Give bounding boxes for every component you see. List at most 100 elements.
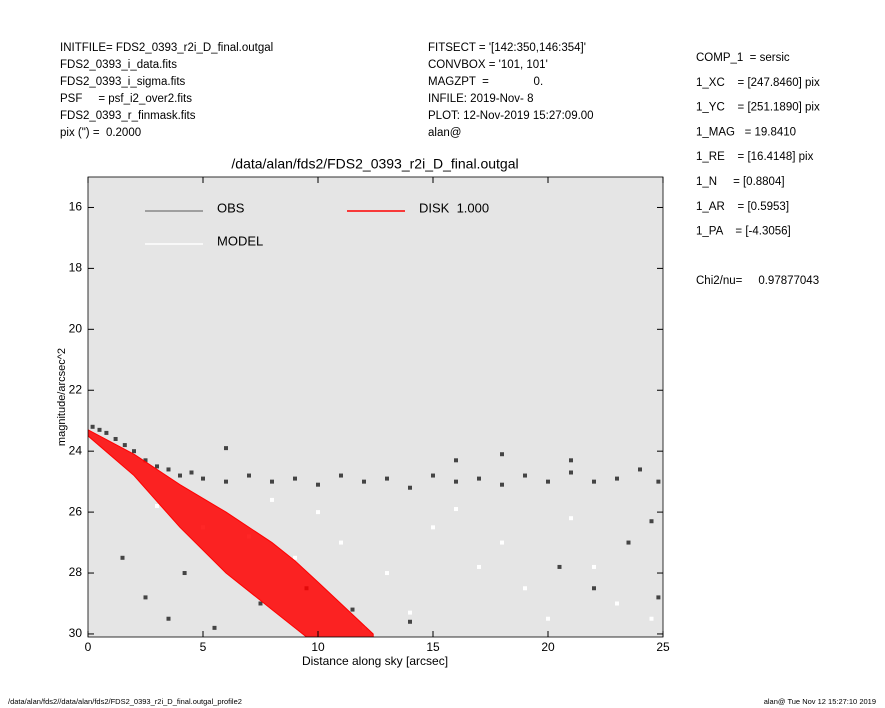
data-point (592, 564, 596, 569)
data-point (656, 595, 661, 600)
data-point (569, 516, 573, 521)
x-tick-label: 10 (311, 640, 325, 654)
plot-background (88, 177, 663, 637)
legend-label: MODEL (217, 233, 263, 248)
data-point (155, 464, 159, 469)
header-line: FDS2_0393_i_data.fits (60, 59, 177, 71)
header-line: MAGZPT = 0. (428, 76, 543, 88)
data-point (477, 564, 481, 569)
header-line: PLOT: 12-Nov-2019 15:27:09.00 (428, 110, 594, 122)
data-point (500, 482, 504, 487)
data-point (120, 555, 125, 560)
data-point (270, 479, 274, 484)
plot-frame (87, 176, 664, 638)
data-point (350, 607, 355, 612)
data-point (523, 473, 527, 478)
data-point (546, 616, 550, 621)
data-point (122, 443, 127, 448)
legend-label: OBS (217, 200, 245, 215)
data-point (316, 510, 320, 515)
data-point (362, 479, 366, 484)
data-point (247, 473, 251, 478)
header-line: pix (") = 0.2000 (60, 127, 141, 139)
data-point (523, 586, 527, 591)
header-line: CONVBOX = '101, 101' (428, 59, 548, 71)
data-point (385, 476, 389, 481)
data-point (224, 446, 228, 451)
header-line: COMP_1 = sersic (696, 52, 790, 64)
chart-title: /data/alan/fds2/FDS2_0393_r2i_D_final.ou… (231, 156, 518, 172)
header-line: 1_N = [0.8804] (696, 176, 785, 188)
y-tick-label: 26 (69, 504, 83, 518)
data-point (626, 540, 631, 545)
x-tick-label: 20 (541, 640, 555, 654)
data-point (316, 482, 320, 487)
x-axis-label: Distance along sky [arcsec] (302, 654, 448, 668)
data-point (270, 497, 274, 502)
data-point (500, 540, 504, 545)
x-tick-label: 15 (426, 640, 440, 654)
header-line: 1_XC = [247.8460] pix (696, 77, 820, 89)
y-tick-label: 20 (69, 321, 83, 335)
data-point (557, 564, 562, 569)
y-tick-label: 24 (69, 443, 83, 457)
data-point (431, 473, 435, 478)
header-line: 1_AR = [0.5953] (696, 201, 789, 213)
data-point (178, 473, 182, 478)
data-point (155, 504, 159, 509)
data-point (293, 555, 297, 560)
data-point (132, 449, 136, 454)
header-line: FDS2_0393_r_finmask.fits (60, 110, 196, 122)
header-line: INFILE: 2019-Nov- 8 (428, 93, 533, 105)
data-point (339, 540, 343, 545)
header-line: 1_YC = [251.1890] pix (696, 102, 820, 114)
y-tick-label: 18 (69, 261, 83, 275)
footer-left: /data/alan/fds2//data/alan/fds2/FDS2_039… (8, 697, 242, 706)
data-point (212, 625, 217, 630)
header-line: INITFILE= FDS2_0393_r2i_D_final.outgal (60, 42, 273, 54)
disk-band (88, 429, 374, 637)
data-point (339, 473, 343, 478)
data-point (477, 476, 481, 481)
data-point (166, 616, 171, 621)
data-point (189, 470, 194, 475)
data-point (431, 525, 435, 530)
y-axis-label: magnitude/arcsec^2 (56, 348, 68, 446)
data-point (569, 458, 573, 463)
data-point (90, 424, 95, 429)
data-point (656, 479, 661, 484)
data-point (454, 458, 458, 463)
data-point (224, 479, 228, 484)
data-point (408, 485, 412, 490)
y-tick-label: 16 (69, 200, 83, 214)
data-point (182, 571, 187, 576)
data-point (104, 430, 109, 435)
data-point (408, 619, 412, 624)
data-point (569, 470, 573, 475)
header-line: 1_RE = [16.4148] pix (696, 151, 814, 163)
data-point (649, 616, 654, 621)
data-point (454, 479, 458, 484)
footer-right: alan@ Tue Nov 12 15:27:10 2019 (764, 697, 876, 706)
data-point (638, 467, 642, 472)
y-tick-label: 28 (69, 565, 83, 579)
data-point (615, 476, 619, 481)
data-point (201, 476, 205, 481)
data-point (385, 571, 389, 576)
header-line: FDS2_0393_i_sigma.fits (60, 76, 186, 88)
data-point (143, 595, 148, 600)
data-point (592, 586, 596, 591)
data-point (592, 479, 596, 484)
header-line: alan@ (428, 127, 461, 139)
y-tick-label: 30 (69, 626, 83, 640)
x-tick-label: 0 (85, 640, 92, 654)
data-point (546, 479, 550, 484)
data-point (408, 610, 412, 615)
data-point (500, 452, 504, 457)
header-line: FITSECT = '[142:350,146:354]' (428, 42, 586, 54)
legend-label: DISK 1.000 (419, 200, 489, 215)
x-tick-label: 25 (656, 640, 670, 654)
x-tick-label: 5 (200, 640, 207, 654)
